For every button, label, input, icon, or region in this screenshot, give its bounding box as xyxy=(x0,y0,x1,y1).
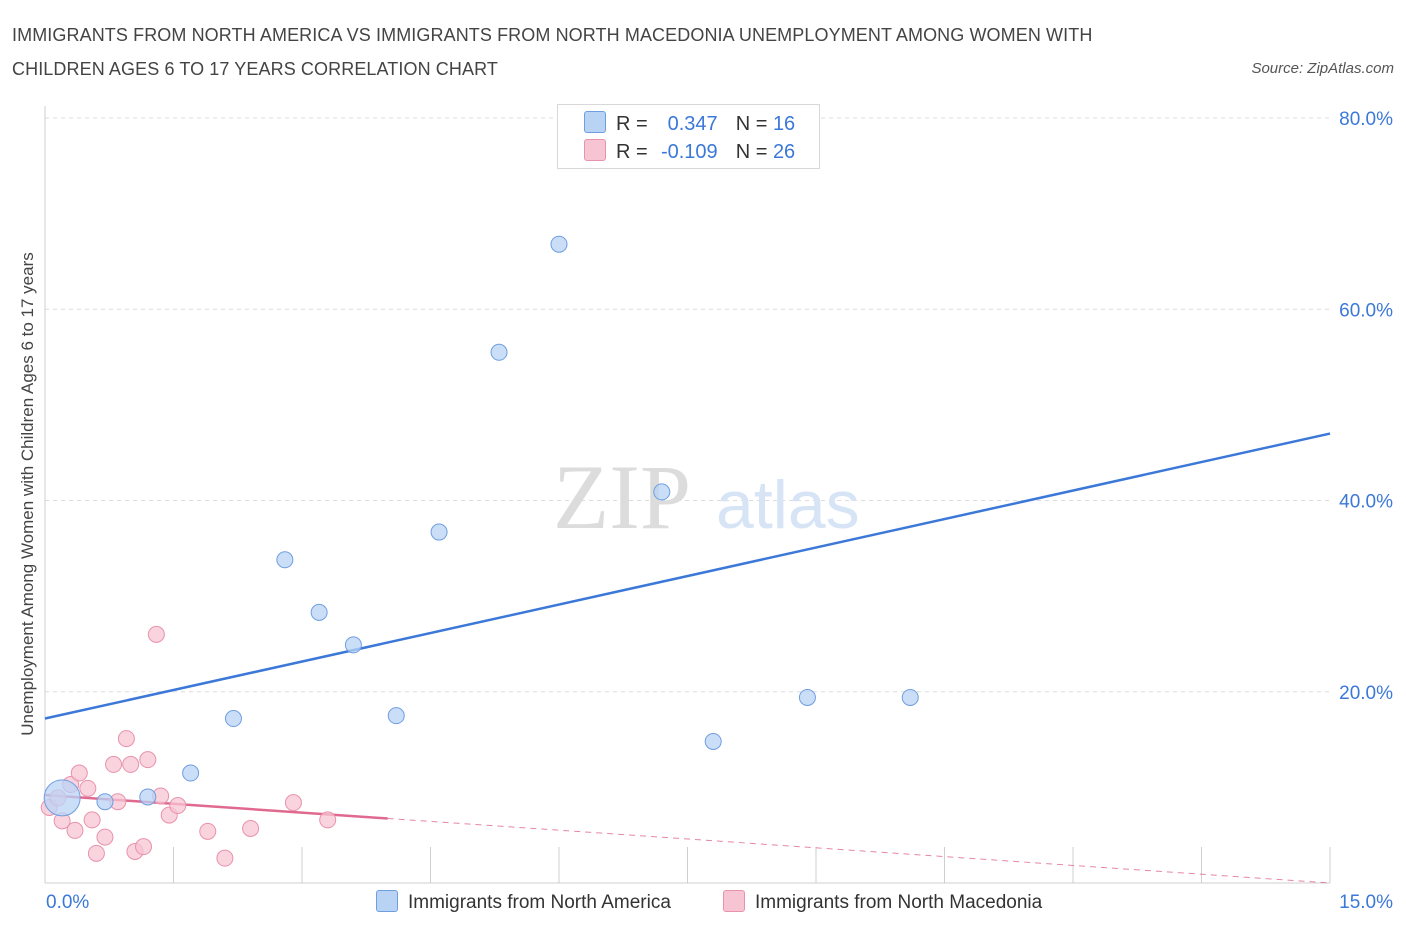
data-point-north-america xyxy=(901,688,919,706)
legend-swatch-blue xyxy=(584,111,606,133)
series-legend-label: Immigrants from North America xyxy=(408,892,671,913)
data-points xyxy=(40,235,919,867)
y-tick-label: 20.0% xyxy=(1339,683,1393,704)
watermark: ZIP atlas xyxy=(553,446,860,548)
data-point-north-macedonia xyxy=(96,828,114,846)
data-point-north-america xyxy=(704,732,722,750)
data-point-north-america xyxy=(182,764,200,782)
legend-n-value: 16 xyxy=(772,113,796,135)
legend-r-label: R = xyxy=(616,113,648,135)
data-point-north-macedonia xyxy=(284,794,302,812)
legend-swatch-pink xyxy=(584,139,606,161)
data-point-north-america xyxy=(276,551,294,569)
y-tick-label: 80.0% xyxy=(1339,109,1393,130)
grid xyxy=(45,117,1330,693)
legend-r-value: -0.109 xyxy=(660,141,718,163)
source-label: Source: ZipAtlas.com xyxy=(1251,60,1394,77)
data-point-north-macedonia xyxy=(242,819,260,837)
data-point-north-america xyxy=(310,603,328,621)
data-point-north-america xyxy=(550,235,568,253)
data-point-north-macedonia xyxy=(122,755,140,773)
series-legend-north-macedonia: Immigrants from North Macedonia xyxy=(723,890,1042,914)
series-legend-label: Immigrants from North Macedonia xyxy=(755,892,1043,913)
data-point-north-macedonia xyxy=(135,838,153,856)
data-point-north-macedonia xyxy=(319,811,337,829)
data-point-north-america xyxy=(653,483,671,501)
chart-title-line-2: CHILDREN AGES 6 TO 17 YEARS CORRELATION … xyxy=(12,59,498,79)
series-swatch-pink xyxy=(723,890,745,912)
data-point-north-america xyxy=(344,636,362,654)
legend-n-label: N = xyxy=(735,141,768,163)
chart-title: IMMIGRANTS FROM NORTH AMERICA VS IMMIGRA… xyxy=(12,18,1192,86)
data-point-north-macedonia xyxy=(66,821,84,839)
correlation-legend: R = 0.347 N = 16 R = -0.109 N = 26 xyxy=(557,104,820,169)
data-point-north-macedonia xyxy=(79,779,97,797)
data-point-north-america xyxy=(96,793,114,811)
data-point-north-america xyxy=(430,523,448,541)
legend-n-value: 26 xyxy=(772,141,796,163)
data-point-north-america xyxy=(139,788,157,806)
data-point-north-america xyxy=(387,707,405,725)
series-swatch-blue xyxy=(376,890,398,912)
data-point-north-macedonia xyxy=(216,849,234,867)
tick-labels: 20.0% 40.0% 60.0% 80.0% 0.0% 15.0% xyxy=(46,109,1393,913)
data-point-north-america xyxy=(798,688,816,706)
data-point-north-macedonia xyxy=(139,751,157,769)
y-tick-label: 60.0% xyxy=(1339,300,1393,321)
data-point-north-macedonia xyxy=(83,811,101,829)
trend-line-north-america xyxy=(44,432,1331,720)
legend-r-label: R = xyxy=(616,141,648,163)
data-point-north-macedonia xyxy=(87,844,105,862)
data-point-north-macedonia xyxy=(147,625,165,643)
chart-title-line-1: IMMIGRANTS FROM NORTH AMERICA VS IMMIGRA… xyxy=(12,25,1093,45)
x-tick-label: 0.0% xyxy=(46,892,89,913)
legend-row-north-america: R = 0.347 N = 16 xyxy=(584,111,795,137)
data-point-north-america xyxy=(43,779,81,817)
watermark-atlas: atlas xyxy=(716,467,860,543)
data-point-north-macedonia xyxy=(117,730,135,748)
x-tick-label: 15.0% xyxy=(1339,892,1393,913)
data-point-north-macedonia xyxy=(70,764,88,782)
data-point-north-america xyxy=(490,343,508,361)
y-tick-label: 40.0% xyxy=(1339,492,1393,513)
data-point-north-america xyxy=(224,710,242,728)
data-point-north-macedonia xyxy=(169,797,187,815)
legend-r-value: 0.347 xyxy=(667,113,718,135)
series-legend-north-america: Immigrants from North America xyxy=(376,890,671,914)
watermark-zip: ZIP xyxy=(553,446,691,548)
legend-row-north-macedonia: R = -0.109 N = 26 xyxy=(584,139,795,165)
legend-n-label: N = xyxy=(735,113,768,135)
data-point-north-macedonia xyxy=(105,755,123,773)
data-point-north-macedonia xyxy=(199,822,217,840)
trend-line-north-macedonia-extension xyxy=(387,817,1331,884)
